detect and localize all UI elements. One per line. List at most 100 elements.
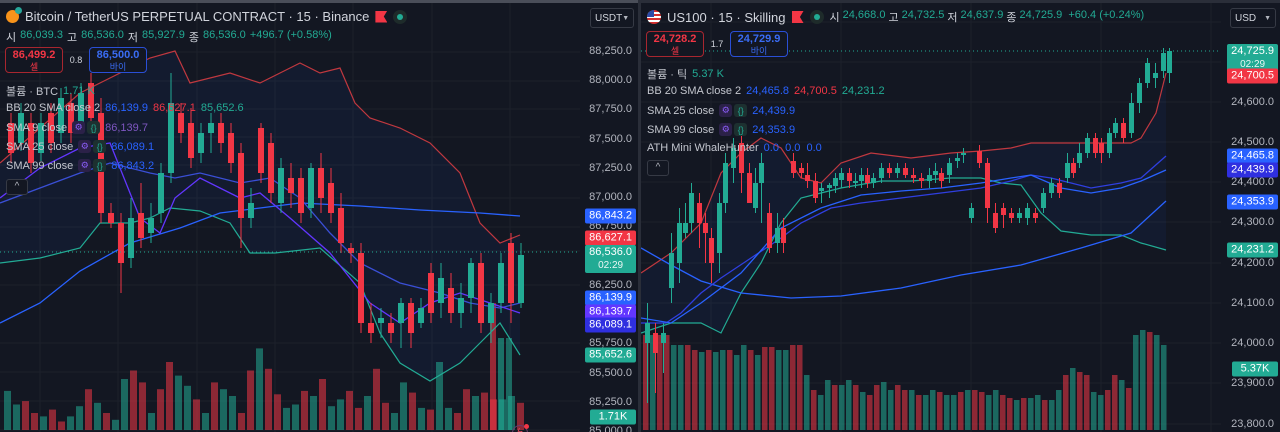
btc-symbol-title[interactable]: Bitcoin / TetherUS PERPETUAL CONTRACT · … bbox=[25, 9, 370, 24]
price-tag: 1.71K bbox=[590, 409, 636, 425]
volume-bar bbox=[175, 375, 182, 430]
candle bbox=[258, 128, 264, 173]
bb-legend[interactable]: BB 20 SMA close 2 86,139.9 86,627.1 85,6… bbox=[6, 102, 244, 114]
btc-candlestick-chart[interactable] bbox=[0, 3, 638, 432]
lightning-alert-icon[interactable]: ϟ bbox=[512, 424, 529, 432]
currency-value: USDT bbox=[595, 12, 623, 24]
sell-button[interactable]: 24,728.2 셀 bbox=[646, 31, 704, 57]
us-flag-icon bbox=[647, 10, 661, 24]
volume-bar bbox=[965, 390, 971, 430]
price-tag: 86,139.7 bbox=[585, 304, 636, 320]
sma99-legend[interactable]: SMA 99 close ⚙{} 24,353.9 bbox=[647, 123, 795, 136]
high-value: 86,536.0 bbox=[81, 29, 124, 41]
volume-bar bbox=[319, 379, 326, 430]
price-tick-label: 88,000.0 bbox=[589, 74, 632, 87]
flag-icon[interactable] bbox=[375, 10, 388, 23]
candle bbox=[645, 323, 650, 343]
candle bbox=[328, 183, 334, 213]
volume-bar bbox=[692, 350, 698, 430]
btc-chart-panel[interactable]: Bitcoin / TetherUS PERPETUAL CONTRACT · … bbox=[0, 0, 638, 432]
volume-bar bbox=[923, 395, 929, 430]
volume-bar bbox=[445, 407, 452, 430]
settings-icon[interactable]: ⚙ bbox=[78, 159, 92, 172]
sma99-value: 86,843.2 bbox=[111, 159, 155, 172]
currency-select[interactable]: USDT ▼ bbox=[590, 8, 634, 28]
volume-bar bbox=[1098, 395, 1104, 430]
bb-fill bbox=[0, 51, 520, 381]
candle bbox=[653, 333, 658, 353]
source-code-icon[interactable]: {} bbox=[87, 121, 101, 134]
candle bbox=[669, 253, 674, 288]
sell-button[interactable]: 86,499.2 셀 bbox=[5, 47, 63, 73]
candle bbox=[739, 143, 744, 173]
sell-label: 셀 bbox=[670, 46, 680, 56]
sma99-legend[interactable]: SMA 99 close ⚙{} 86,843.2 bbox=[6, 159, 154, 172]
candle bbox=[985, 163, 990, 208]
high-value: 24,732.5 bbox=[901, 9, 945, 21]
candle bbox=[1161, 53, 1166, 71]
us100-symbol-title[interactable]: US100 · 15 · Skilling bbox=[667, 9, 786, 25]
volume-bar bbox=[1091, 392, 1097, 430]
sma25-legend[interactable]: SMA 25 close ⚙{} 86,089.1 bbox=[6, 140, 154, 153]
us100-chart-panel[interactable]: US100 · 15 · Skilling 시 24,668.0 고 24,732.… bbox=[641, 0, 1280, 432]
buy-button[interactable]: 86,500.0 바이 bbox=[89, 47, 147, 73]
candle bbox=[947, 163, 952, 175]
volume-bar bbox=[328, 406, 335, 430]
source-code-icon[interactable]: {} bbox=[93, 140, 107, 153]
bb-basis-value: 86,139.9 bbox=[105, 102, 148, 114]
volume-bar bbox=[825, 380, 831, 430]
price-tag: 24,439.9 bbox=[1227, 162, 1278, 178]
spread-value: 0.8 bbox=[69, 55, 83, 65]
btc-price-axis[interactable]: 88,250.0 88,000.0 87,750.0 87,500.0 87,250.0… bbox=[580, 3, 638, 432]
flag-icon[interactable] bbox=[791, 11, 804, 23]
volume-bar bbox=[1119, 380, 1125, 430]
volume-bar bbox=[1084, 375, 1090, 430]
collapse-legend-button[interactable]: ^ bbox=[6, 179, 28, 195]
candle bbox=[939, 173, 944, 181]
buy-button[interactable]: 24,729.9 바이 bbox=[730, 31, 788, 57]
whalehunter-legend[interactable]: ATH Mini WhaleHunter 0.0 0.0 0.0 bbox=[647, 142, 822, 154]
volume-bar bbox=[409, 392, 416, 430]
candle bbox=[338, 208, 344, 243]
currency-select[interactable]: USD ▼ bbox=[1230, 8, 1276, 28]
volume-legend[interactable]: 볼륨 · BTC 1.71 K bbox=[6, 83, 95, 99]
settings-icon[interactable]: ⚙ bbox=[719, 104, 733, 117]
candle bbox=[1009, 213, 1014, 218]
buy-price: 86,500.0 bbox=[96, 49, 140, 61]
settings-icon[interactable]: ⚙ bbox=[72, 121, 86, 134]
settings-icon[interactable]: ⚙ bbox=[78, 140, 92, 153]
volume-bar bbox=[292, 404, 299, 430]
candle bbox=[1071, 163, 1076, 173]
candle bbox=[767, 213, 772, 248]
candle bbox=[895, 168, 900, 173]
settings-icon[interactable]: ⚙ bbox=[719, 123, 733, 136]
volume-bar bbox=[166, 362, 173, 430]
bb-fill bbox=[641, 73, 1166, 333]
sma25-legend[interactable]: SMA 25 close ⚙{} 24,439.9 bbox=[647, 104, 795, 117]
price-tick-label: 87,250.0 bbox=[589, 161, 632, 174]
bb-lower-line bbox=[641, 177, 1167, 334]
volume-bar bbox=[1014, 400, 1020, 430]
candle bbox=[977, 151, 982, 163]
volume-bar bbox=[650, 335, 656, 430]
chevron-down-icon: ▼ bbox=[622, 14, 630, 22]
candle bbox=[478, 263, 484, 323]
source-code-icon[interactable]: {} bbox=[734, 104, 748, 117]
collapse-legend-button[interactable]: ^ bbox=[647, 160, 669, 176]
sma9-legend[interactable]: SMA 9 close ⚙{} 86,139.7 bbox=[6, 121, 148, 134]
source-code-icon[interactable]: {} bbox=[734, 123, 748, 136]
volume-bar bbox=[734, 355, 740, 430]
us100-price-axis[interactable]: 24,600.0 24,500.0 24,400.0 24,300.0 24,200.0… bbox=[1221, 3, 1280, 432]
price-tag: 24,465.8 bbox=[1227, 148, 1278, 164]
candle bbox=[903, 168, 908, 175]
volume-bar bbox=[944, 395, 950, 430]
candle bbox=[661, 333, 666, 343]
candle bbox=[38, 123, 44, 153]
us100-candlestick-chart[interactable] bbox=[641, 3, 1280, 432]
sell-price: 86,499.2 bbox=[12, 49, 56, 61]
source-code-icon[interactable]: {} bbox=[93, 159, 107, 172]
close-value: 24,725.9 bbox=[1019, 9, 1063, 21]
volume-legend[interactable]: 볼륨 · 틱 5.37 K bbox=[647, 66, 724, 82]
bb-legend[interactable]: BB 20 SMA close 2 24,465.8 24,700.5 24,2… bbox=[647, 85, 885, 97]
volume-bar bbox=[1154, 335, 1160, 430]
